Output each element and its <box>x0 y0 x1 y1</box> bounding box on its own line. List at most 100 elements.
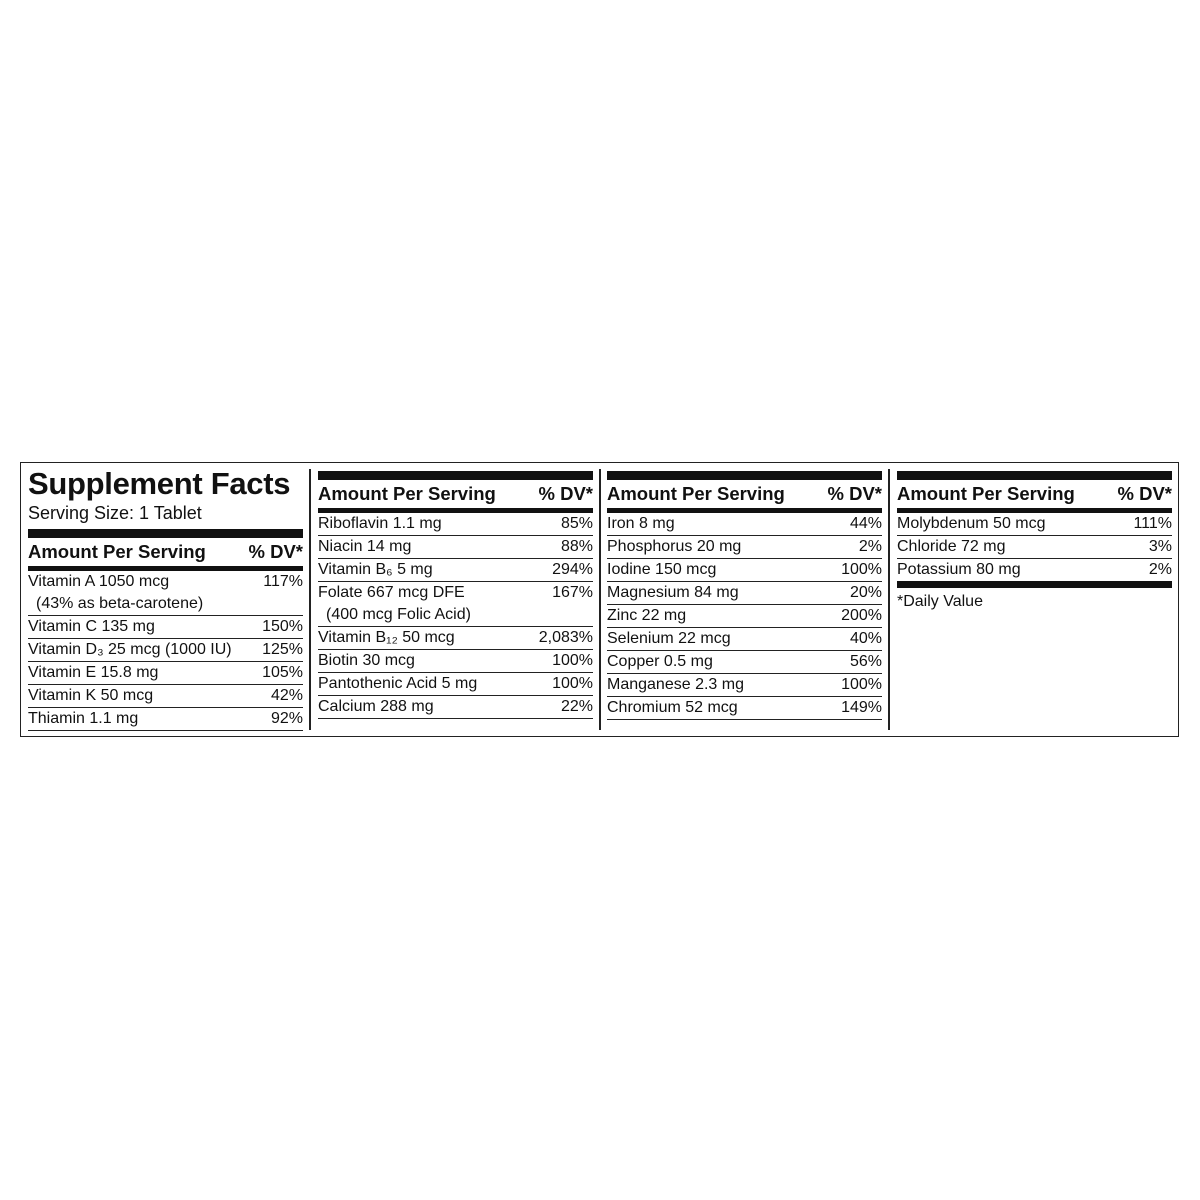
header-dv: % DV* <box>248 541 304 562</box>
daily-value: 85% <box>560 515 593 532</box>
amount: Potassium 80 mg <box>897 561 1021 578</box>
header-amount: Amount Per Serving <box>318 483 496 504</box>
daily-value: 200% <box>841 607 882 624</box>
nutrient-row: Phosphorus 20 mg 2% <box>607 536 882 559</box>
amount-cell: Potassium 80 mg <box>897 559 1021 581</box>
column: Supplement Facts Serving Size: 1 Tablet Am… <box>28 467 303 731</box>
column: Amount Per Serving % DV* Molybdenum 50 mcg… <box>897 471 1172 616</box>
column: Amount Per Serving % DV* Iron 8 mg 44% Phosp… <box>607 471 882 720</box>
nutrient-row: Pantothenic Acid 5 mg 100% <box>318 673 593 696</box>
nutrient-row: Zinc 22 mg 200% <box>607 605 882 628</box>
header-dv: % DV* <box>827 483 883 504</box>
amount: Iodine 150 mcg <box>607 561 717 578</box>
amount: Manganese 2.3 mg <box>607 676 744 693</box>
daily-value: 294% <box>552 561 593 578</box>
nutrient-row: Vitamin B₆ 5 mg 294% <box>318 559 593 582</box>
daily-value: 100% <box>552 652 593 669</box>
nutrient-row: Copper 0.5 mg 56% <box>607 651 882 674</box>
daily-value: 100% <box>841 676 882 693</box>
nutrient-row: Vitamin K 50 mcg 42% <box>28 685 303 708</box>
amount: Vitamin B₆ 5 mg <box>318 561 433 578</box>
thick-bar <box>897 471 1172 480</box>
header-row: Amount Per Serving % DV* <box>607 480 882 508</box>
medium-bar <box>28 566 303 571</box>
thick-bar <box>318 471 593 480</box>
nutrient-row: Molybdenum 50 mcg 111% <box>897 513 1172 536</box>
amount-cell: Manganese 2.3 mg <box>607 674 744 696</box>
nutrient-row: Chromium 52 mcg 149% <box>607 697 882 720</box>
daily-value: 2,083% <box>538 629 593 646</box>
amount-cell: Thiamin 1.1 mg <box>28 708 138 730</box>
daily-value: 167% <box>552 584 593 601</box>
amount: Vitamin C 135 mg <box>28 618 155 635</box>
amount: Biotin 30 mcg <box>318 652 415 669</box>
nutrient-row: Iodine 150 mcg 100% <box>607 559 882 582</box>
header-row: Amount Per Serving % DV* <box>318 480 593 508</box>
amount-cell: Selenium 22 mcg <box>607 628 731 650</box>
medium-bar <box>607 508 882 513</box>
daily-value: 100% <box>841 561 882 578</box>
nutrient-row: Vitamin E 15.8 mg 105% <box>28 662 303 685</box>
daily-value: 20% <box>849 584 882 601</box>
amount-cell: Calcium 288 mg <box>318 696 434 718</box>
header-amount: Amount Per Serving <box>28 541 206 562</box>
amount: Vitamin A 1050 mcg <box>28 573 170 590</box>
nutrient-row: Vitamin A 1050 mcg (43% as beta-carotene)… <box>28 571 303 616</box>
amount: Calcium 288 mg <box>318 698 434 715</box>
daily-value: 2% <box>1148 561 1172 578</box>
amount-cell: Vitamin K 50 mcg <box>28 685 153 707</box>
daily-value: 117% <box>263 573 303 590</box>
daily-value: 125% <box>262 641 303 658</box>
amount-cell: Folate 667 mcg DFE (400 mcg Folic Acid) <box>318 582 471 626</box>
amount-cell: Phosphorus 20 mg <box>607 536 741 558</box>
nutrient-row: Niacin 14 mg 88% <box>318 536 593 559</box>
medium-bar <box>897 508 1172 513</box>
amount: Riboflavin 1.1 mg <box>318 515 442 532</box>
daily-value: 2% <box>858 538 882 555</box>
daily-value: 100% <box>552 675 593 692</box>
nutrient-row: Manganese 2.3 mg 100% <box>607 674 882 697</box>
amount: Vitamin E 15.8 mg <box>28 664 159 681</box>
daily-value: 22% <box>560 698 593 715</box>
amount-note: (43% as beta-carotene) <box>36 595 204 612</box>
header-amount: Amount Per Serving <box>607 483 785 504</box>
daily-value: 44% <box>849 515 882 532</box>
serving-size: Serving Size: 1 Tablet <box>28 503 202 523</box>
nutrient-row: Vitamin D₃ 25 mcg (1000 IU) 125% <box>28 639 303 662</box>
nutrient-row: Biotin 30 mcg 100% <box>318 650 593 673</box>
header-row: Amount Per Serving % DV* <box>897 480 1172 508</box>
daily-value: 111% <box>1133 515 1172 532</box>
medium-bar <box>318 508 593 513</box>
nutrient-row: Thiamin 1.1 mg 92% <box>28 708 303 731</box>
amount-cell: Iron 8 mg <box>607 513 675 535</box>
thick-bar <box>897 581 1172 588</box>
daily-value: 40% <box>849 630 882 647</box>
amount: Iron 8 mg <box>607 515 675 532</box>
header-amount: Amount Per Serving <box>897 483 1075 504</box>
amount-cell: Vitamin D₃ 25 mcg (1000 IU) <box>28 639 232 661</box>
nutrient-row: Chloride 72 mg 3% <box>897 536 1172 559</box>
amount-cell: Chromium 52 mcg <box>607 697 738 719</box>
amount-cell: Copper 0.5 mg <box>607 651 713 673</box>
amount: Zinc 22 mg <box>607 607 687 624</box>
header-dv: % DV* <box>1117 483 1173 504</box>
header-dv: % DV* <box>538 483 594 504</box>
nutrient-row: Selenium 22 mcg 40% <box>607 628 882 651</box>
nutrient-row: Calcium 288 mg 22% <box>318 696 593 719</box>
nutrient-row: Magnesium 84 mg 20% <box>607 582 882 605</box>
nutrient-row: Vitamin B₁₂ 50 mcg 2,083% <box>318 627 593 650</box>
amount: Magnesium 84 mg <box>607 584 739 601</box>
amount-cell: Iodine 150 mcg <box>607 559 716 581</box>
amount: Thiamin 1.1 mg <box>28 710 139 727</box>
amount: Chromium 52 mcg <box>607 699 738 716</box>
separator <box>309 469 311 730</box>
daily-value: 42% <box>270 687 303 704</box>
amount-cell: Vitamin E 15.8 mg <box>28 662 158 684</box>
amount-cell: Biotin 30 mcg <box>318 650 415 672</box>
daily-value: 3% <box>1148 538 1172 555</box>
amount: Folate 667 mcg DFE <box>318 584 465 601</box>
amount: Vitamin B₁₂ 50 mcg <box>318 629 455 646</box>
amount-cell: Vitamin A 1050 mcg (43% as beta-carotene) <box>28 571 203 615</box>
amount-cell: Vitamin B₆ 5 mg <box>318 559 433 581</box>
